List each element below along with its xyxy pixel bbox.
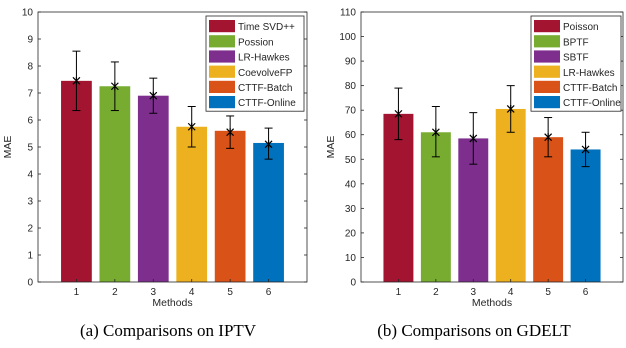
legend-swatch	[534, 50, 560, 63]
legend-swatch	[209, 80, 235, 93]
legend-swatch	[209, 50, 235, 63]
x-tick-label: 1	[396, 287, 402, 298]
y-tick-label: 4	[27, 170, 33, 181]
legend-label: LR-Hawkes	[238, 53, 290, 64]
mean-marker	[72, 76, 81, 85]
y-tick-label: 3	[27, 197, 33, 208]
legend-swatch	[209, 65, 235, 78]
legend-swatch	[534, 20, 560, 33]
bar	[61, 80, 92, 282]
legend-label: CTTF-Online	[563, 98, 621, 109]
bar	[176, 126, 208, 282]
y-tick-label: 0	[350, 278, 356, 289]
x-axis-label: Methods	[472, 297, 512, 309]
legend-label: SBTF	[563, 53, 589, 64]
legend-label: CTTF-Online	[238, 98, 296, 109]
legend-label: CoevolveFP	[238, 68, 293, 79]
legend-swatch	[209, 20, 235, 33]
legend-label: CTTF-Batch	[563, 83, 617, 94]
mean-marker	[149, 91, 158, 100]
mean-marker	[544, 133, 553, 142]
y-tick-label: 90	[345, 57, 357, 68]
x-tick-label: 6	[583, 287, 589, 298]
y-tick-label: 7	[27, 89, 33, 100]
y-axis-label: MAE	[325, 136, 337, 159]
bar	[495, 108, 526, 282]
y-tick-label: 100	[339, 32, 356, 43]
bar	[214, 130, 246, 282]
bar	[253, 142, 284, 282]
mean-marker	[394, 109, 403, 118]
bar	[137, 95, 169, 282]
legend-swatch	[534, 35, 560, 48]
legend-swatch	[534, 65, 560, 78]
y-tick-label: 20	[345, 228, 357, 239]
y-tick-label: 10	[345, 253, 357, 264]
y-tick-label: 40	[345, 179, 357, 190]
y-tick-label: 50	[345, 155, 357, 166]
legend-swatch	[534, 96, 560, 109]
legend-label: Possion	[238, 37, 274, 48]
y-tick-label: 30	[345, 204, 357, 215]
y-tick-label: 80	[345, 81, 357, 92]
y-axis-label: MAE	[2, 136, 14, 159]
legend-label: Time SVD++	[238, 22, 295, 33]
x-tick-label: 4	[508, 287, 514, 298]
x-tick-label: 3	[151, 287, 157, 298]
y-tick-label: 110	[340, 8, 356, 19]
figure-caption: (a) Comparisons on IPTV	[80, 321, 257, 340]
mean-marker	[226, 128, 235, 137]
y-tick-label: 10	[22, 8, 34, 19]
bar	[383, 113, 414, 282]
x-tick-label: 2	[433, 287, 439, 298]
y-tick-label: 2	[27, 224, 33, 235]
x-tick-label: 5	[545, 287, 551, 298]
y-tick-label: 0	[27, 278, 33, 289]
y-tick-label: 6	[27, 116, 33, 127]
legend-swatch	[209, 96, 235, 109]
x-tick-label: 1	[74, 287, 80, 298]
mean-marker	[469, 134, 478, 143]
y-tick-label: 1	[27, 251, 33, 262]
mean-marker	[431, 128, 440, 137]
y-tick-label: 60	[345, 130, 357, 141]
legend-swatch	[209, 35, 235, 48]
y-tick-label: 70	[345, 106, 357, 117]
bar	[99, 86, 131, 282]
x-tick-label: 6	[266, 287, 272, 298]
mean-marker	[506, 104, 515, 113]
y-tick-label: 8	[27, 62, 33, 73]
panel-iptv: 0 1 2 3 4 5 6 7 8 9 10 1 2 3 4 5 6 Methods MAE Time SVD++ Po…	[2, 8, 308, 340]
y-tick-label: 9	[27, 35, 33, 46]
x-tick-label: 3	[471, 287, 477, 298]
figure-caption: (b) Comparisons on GDELT	[377, 321, 571, 340]
x-tick-label: 4	[189, 287, 195, 298]
x-axis-label: Methods	[152, 297, 192, 309]
y-tick-label: 5	[27, 143, 33, 154]
bar	[570, 149, 601, 282]
axes-box	[360, 11, 624, 283]
legend-swatch	[534, 80, 560, 93]
mean-marker	[581, 145, 590, 154]
mean-marker	[110, 82, 119, 91]
legend-label: LR-Hawkes	[563, 68, 615, 79]
mean-marker	[187, 122, 196, 131]
legend-label: Poisson	[563, 22, 599, 33]
x-tick-label: 2	[112, 287, 118, 298]
x-tick-label: 5	[227, 287, 233, 298]
legend-label: CTTF-Batch	[238, 83, 292, 94]
bar	[533, 137, 564, 282]
legend-label: BPTF	[563, 37, 589, 48]
mean-marker	[264, 140, 273, 149]
panel-gdelt: 0 10 20 30 40 50 60 70 80 90 100 110 1 2 3 4 5 6 Methods MA…	[325, 8, 624, 340]
